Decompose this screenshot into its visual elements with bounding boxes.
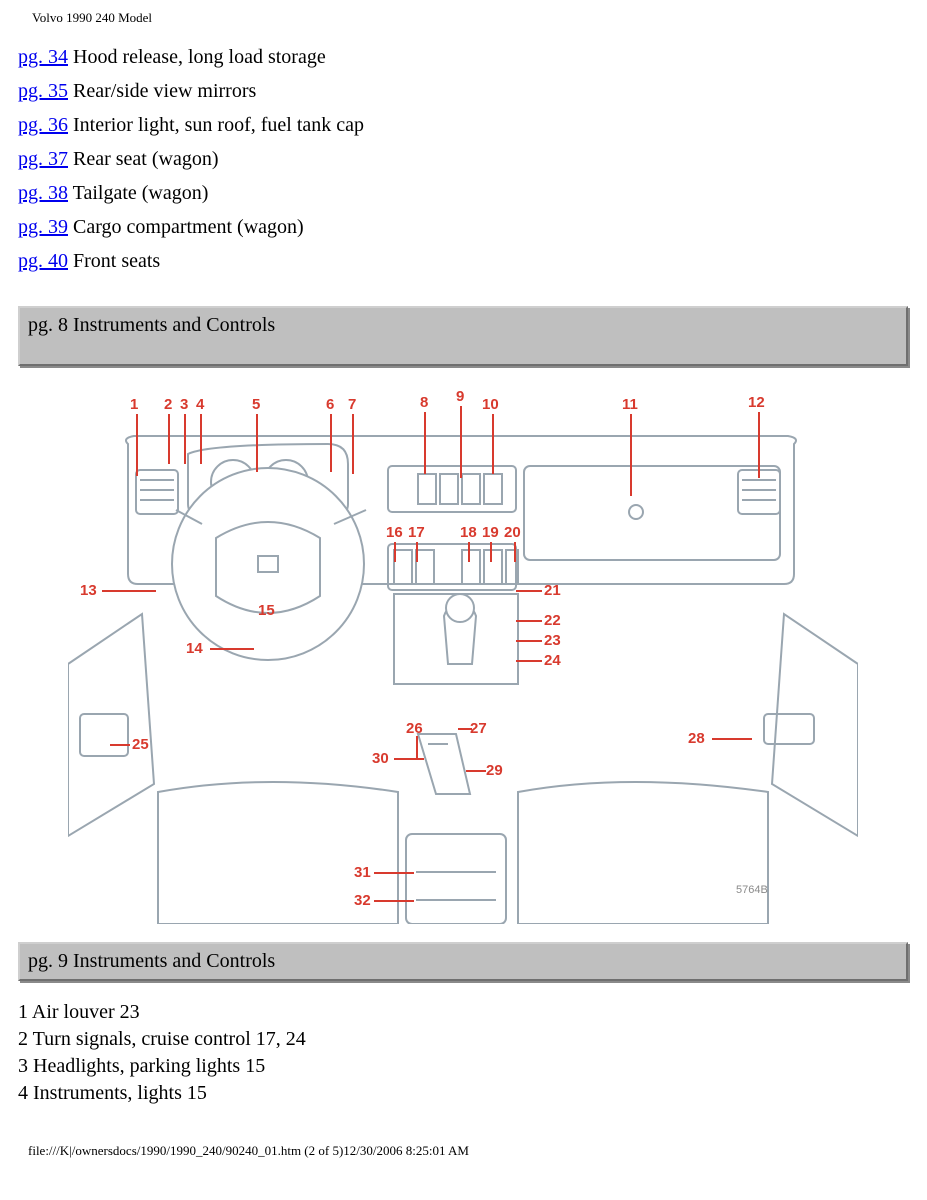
callout-label-27: 27 <box>470 720 487 737</box>
toc: pg. 34 Hood release, long load storage p… <box>18 40 909 278</box>
callout-leader <box>516 660 542 662</box>
toc-row: pg. 38 Tailgate (wagon) <box>18 176 909 210</box>
toc-link-pg40[interactable]: pg. 40 <box>18 250 68 272</box>
dashboard-diagram: 5764B 1234567891011121314151617181920212… <box>68 384 858 924</box>
callout-leader <box>492 414 494 474</box>
figure-code: 5764B <box>736 884 768 896</box>
callout-leader <box>516 620 542 622</box>
callout-label-12: 12 <box>748 394 765 411</box>
callout-leader <box>516 590 542 592</box>
callout-label-19: 19 <box>482 524 499 541</box>
toc-row: pg. 37 Rear seat (wagon) <box>18 142 909 176</box>
callout-label-31: 31 <box>354 864 371 881</box>
section-banner-pg8: pg. 8 Instruments and Controls <box>18 306 908 366</box>
callout-label-10: 10 <box>482 396 499 413</box>
toc-text: Rear seat (wagon) <box>68 148 219 170</box>
callout-leader <box>352 414 354 474</box>
callout-label-9: 9 <box>456 388 464 405</box>
callout-label-13: 13 <box>80 582 97 599</box>
callout-label-17: 17 <box>408 524 425 541</box>
callout-leader <box>458 728 472 730</box>
callout-label-1: 1 <box>130 396 138 413</box>
callout-leader <box>466 770 486 772</box>
callout-label-16: 16 <box>386 524 403 541</box>
callout-label-18: 18 <box>460 524 477 541</box>
diagram-container: 5764B 1234567891011121314151617181920212… <box>18 384 908 924</box>
toc-text: Interior light, sun roof, fuel tank cap <box>68 114 364 136</box>
callout-label-29: 29 <box>486 762 503 779</box>
toc-link-pg37[interactable]: pg. 37 <box>18 148 68 170</box>
callout-label-14: 14 <box>186 640 203 657</box>
toc-row: pg. 35 Rear/side view mirrors <box>18 74 909 108</box>
toc-link-pg38[interactable]: pg. 38 <box>18 182 68 204</box>
legend-item: 3 Headlights, parking lights 15 <box>18 1053 909 1080</box>
toc-link-pg34[interactable]: pg. 34 <box>18 46 68 68</box>
callout-label-24: 24 <box>544 652 561 669</box>
callout-leader <box>630 414 632 496</box>
toc-text: Tailgate (wagon) <box>68 182 208 204</box>
toc-link-pg35[interactable]: pg. 35 <box>18 80 68 102</box>
callout-label-23: 23 <box>544 632 561 649</box>
callout-leader <box>184 414 186 464</box>
toc-link-pg36[interactable]: pg. 36 <box>18 114 68 136</box>
callout-label-7: 7 <box>348 396 356 413</box>
callout-leader <box>374 872 414 874</box>
callout-label-32: 32 <box>354 892 371 909</box>
callout-leader <box>712 738 752 740</box>
toc-text: Hood release, long load storage <box>68 46 326 68</box>
callout-label-30: 30 <box>372 750 389 767</box>
callout-label-15: 15 <box>258 602 275 619</box>
callout-label-2: 2 <box>164 396 172 413</box>
callout-leader <box>460 406 462 478</box>
toc-text: Rear/side view mirrors <box>68 80 256 102</box>
callout-leader <box>136 414 138 476</box>
callout-label-5: 5 <box>252 396 260 413</box>
callout-leader <box>102 590 156 592</box>
callout-label-25: 25 <box>132 736 149 753</box>
callout-leader <box>110 744 130 746</box>
callout-leader <box>416 542 418 562</box>
callout-label-6: 6 <box>326 396 334 413</box>
callout-leader <box>330 414 332 472</box>
page-header-title: Volvo 1990 240 Model <box>32 10 909 26</box>
page-footer: file:///K|/ownersdocs/1990/1990_240/9024… <box>28 1143 909 1159</box>
callout-label-22: 22 <box>544 612 561 629</box>
callout-leader <box>468 542 470 562</box>
legend-item: 4 Instruments, lights 15 <box>18 1080 909 1107</box>
section-banner-pg9: pg. 9 Instruments and Controls <box>18 942 908 981</box>
callout-label-4: 4 <box>196 396 204 413</box>
legend-list: 1 Air louver 23 2 Turn signals, cruise c… <box>18 999 909 1107</box>
callout-label-21: 21 <box>544 582 561 599</box>
toc-link-pg39[interactable]: pg. 39 <box>18 216 68 238</box>
callout-label-11: 11 <box>622 396 638 413</box>
toc-text: Cargo compartment (wagon) <box>68 216 304 238</box>
legend-item: 1 Air louver 23 <box>18 999 909 1026</box>
callout-leader <box>394 758 424 760</box>
callout-leader <box>374 900 414 902</box>
toc-row: pg. 39 Cargo compartment (wagon) <box>18 210 909 244</box>
callout-leader <box>256 414 258 472</box>
callout-label-3: 3 <box>180 396 188 413</box>
callout-leader <box>200 414 202 464</box>
callout-leader <box>416 736 418 758</box>
callout-leader <box>424 412 426 474</box>
callout-leader <box>516 640 542 642</box>
section-title: pg. 8 Instruments and Controls <box>28 314 275 337</box>
toc-text: Front seats <box>68 250 160 272</box>
callout-label-20: 20 <box>504 524 521 541</box>
callout-leader <box>490 542 492 562</box>
callout-leader <box>168 414 170 464</box>
callout-leader <box>394 542 396 562</box>
legend-item: 2 Turn signals, cruise control 17, 24 <box>18 1026 909 1053</box>
callout-label-26: 26 <box>406 720 423 737</box>
callout-label-8: 8 <box>420 394 428 411</box>
toc-row: pg. 40 Front seats <box>18 244 909 278</box>
callout-label-28: 28 <box>688 730 705 747</box>
section-title: pg. 9 Instruments and Controls <box>28 950 275 973</box>
callout-leader <box>758 412 760 478</box>
toc-row: pg. 36 Interior light, sun roof, fuel ta… <box>18 108 909 142</box>
callout-leader <box>210 648 254 650</box>
toc-row: pg. 34 Hood release, long load storage <box>18 40 909 74</box>
callout-leader <box>514 542 516 562</box>
